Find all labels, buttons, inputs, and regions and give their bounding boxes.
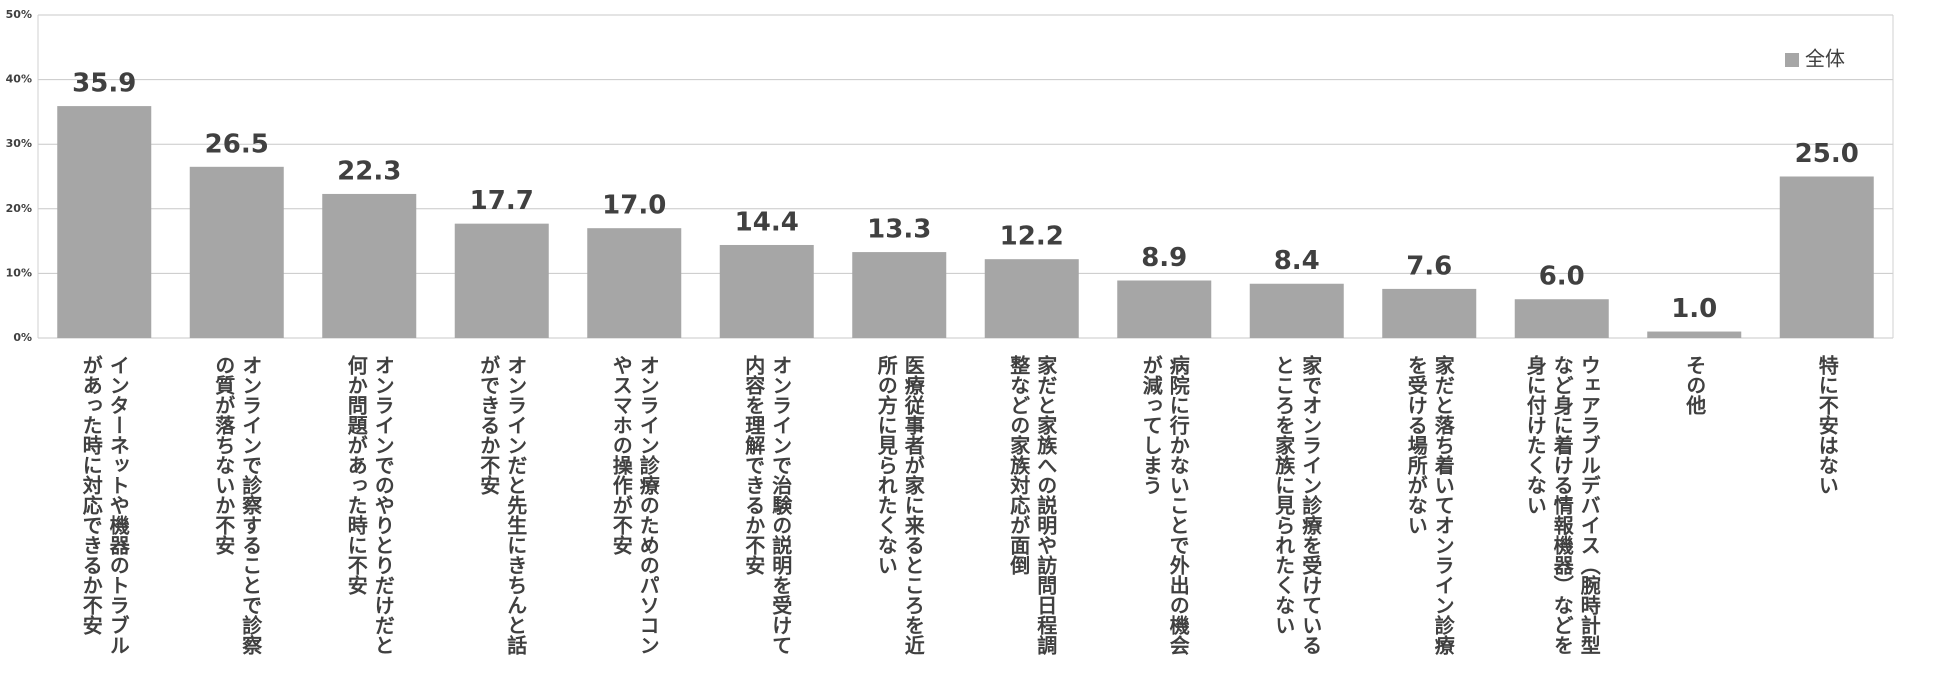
x-tick-label: 家だと落ち着いてオンライン診療を受ける場所がない xyxy=(1404,355,1456,655)
data-label: 22.3 xyxy=(337,156,401,186)
x-tick-label: オンラインだと先生にきちんと話ができるか不安 xyxy=(476,355,528,655)
data-label: 17.7 xyxy=(470,186,534,216)
bar xyxy=(719,244,814,338)
data-label: 6.0 xyxy=(1539,262,1585,292)
y-tick-label: 50% xyxy=(6,8,32,21)
x-tick-label: オンラインで治験の説明を受けて内容を理解できるか不安 xyxy=(741,355,793,655)
x-tick-label: オンラインでのやりとりだけだと何か問題があった時に不安 xyxy=(344,355,396,655)
data-label: 8.4 xyxy=(1274,246,1320,276)
bar xyxy=(1382,288,1477,338)
x-tick-label: 医療従事者が家に来るところを近所の方に見られたくない xyxy=(874,355,926,655)
data-label: 17.0 xyxy=(602,191,666,221)
bar xyxy=(1117,280,1212,338)
bar xyxy=(454,223,549,338)
x-tick-label: オンライン診療のためのパソコンやスマホの操作が不安 xyxy=(609,355,661,655)
data-label: 1.0 xyxy=(1671,294,1717,324)
data-label: 8.9 xyxy=(1141,243,1187,273)
y-tick-label: 20% xyxy=(6,202,32,215)
x-tick-label: 家でオンライン診療を受けているところを家族に見られたくない xyxy=(1271,355,1323,655)
data-label: 25.0 xyxy=(1795,139,1859,169)
y-tick-label: 40% xyxy=(6,73,32,86)
x-tick-label: 家だと家族への説明や訪問日程調整などの家族対応が面倒 xyxy=(1006,355,1058,655)
x-tick-label: その他 xyxy=(1682,355,1707,415)
bar xyxy=(57,106,152,338)
data-label: 12.2 xyxy=(1000,222,1064,252)
x-tick-label: 特に不安はない xyxy=(1815,355,1840,495)
bar xyxy=(587,228,682,338)
x-tick-label: インターネットや機器のトラブルがあった時に対応できるか不安 xyxy=(79,355,131,655)
data-label: 26.5 xyxy=(205,129,269,159)
y-tick-label: 0% xyxy=(13,331,32,344)
data-label: 13.3 xyxy=(867,215,931,245)
x-tick-label: 病院に行かないことで外出の機会が減ってしまう xyxy=(1139,355,1191,655)
bar xyxy=(189,166,284,338)
bar xyxy=(1249,283,1344,338)
bar xyxy=(984,259,1079,338)
x-tick-label: ウェアラブルデバイス（腕時計型など身に着ける情報機器）などを身に付けたくない xyxy=(1523,355,1602,655)
x-tick-label: オンラインで診察することで診察の質が落ちないか不安 xyxy=(211,355,263,655)
bar xyxy=(322,193,417,338)
bar xyxy=(852,252,947,338)
legend-label: 全体 xyxy=(1805,47,1845,71)
data-label: 35.9 xyxy=(72,69,136,99)
y-tick-label: 30% xyxy=(6,137,32,150)
data-label: 14.4 xyxy=(735,207,799,237)
bar xyxy=(1514,299,1609,338)
y-tick-label: 10% xyxy=(6,266,32,279)
legend-swatch xyxy=(1785,53,1799,67)
data-label: 7.6 xyxy=(1406,251,1452,281)
bar xyxy=(1647,331,1742,338)
bar xyxy=(1779,176,1874,338)
